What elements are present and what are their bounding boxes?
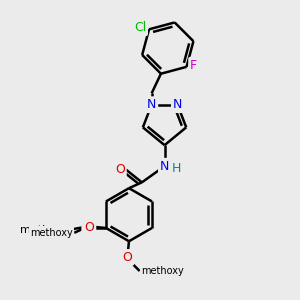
Text: O: O <box>85 221 94 235</box>
Text: O: O <box>122 251 132 264</box>
Text: O: O <box>115 163 125 176</box>
Text: F: F <box>190 59 197 72</box>
Text: Cl: Cl <box>134 21 146 34</box>
Text: methoxy: methoxy <box>141 266 184 276</box>
Text: N: N <box>160 160 169 173</box>
Text: N: N <box>147 98 156 111</box>
Text: methoxy: methoxy <box>30 228 73 238</box>
Text: methoxy: methoxy <box>20 225 69 235</box>
Text: O: O <box>83 220 93 233</box>
Text: N: N <box>173 98 182 111</box>
Text: H: H <box>172 162 182 175</box>
